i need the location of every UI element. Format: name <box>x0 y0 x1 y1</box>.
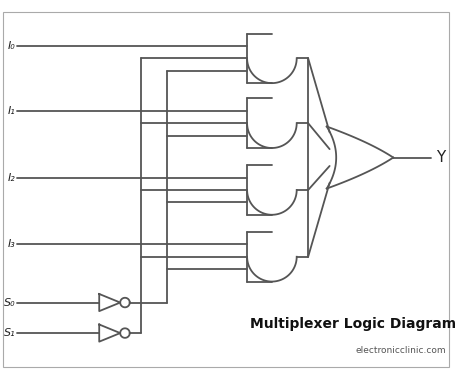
Text: S₀: S₀ <box>4 298 15 307</box>
Text: I₀: I₀ <box>8 41 15 51</box>
Text: Y: Y <box>436 150 446 165</box>
Text: S₁: S₁ <box>4 328 15 338</box>
Text: I₂: I₂ <box>8 172 15 183</box>
Text: Multiplexer Logic Diagram: Multiplexer Logic Diagram <box>250 316 456 330</box>
Text: electronicclinic.com: electronicclinic.com <box>356 346 446 355</box>
Text: I₁: I₁ <box>8 106 15 116</box>
Text: I₃: I₃ <box>8 240 15 249</box>
